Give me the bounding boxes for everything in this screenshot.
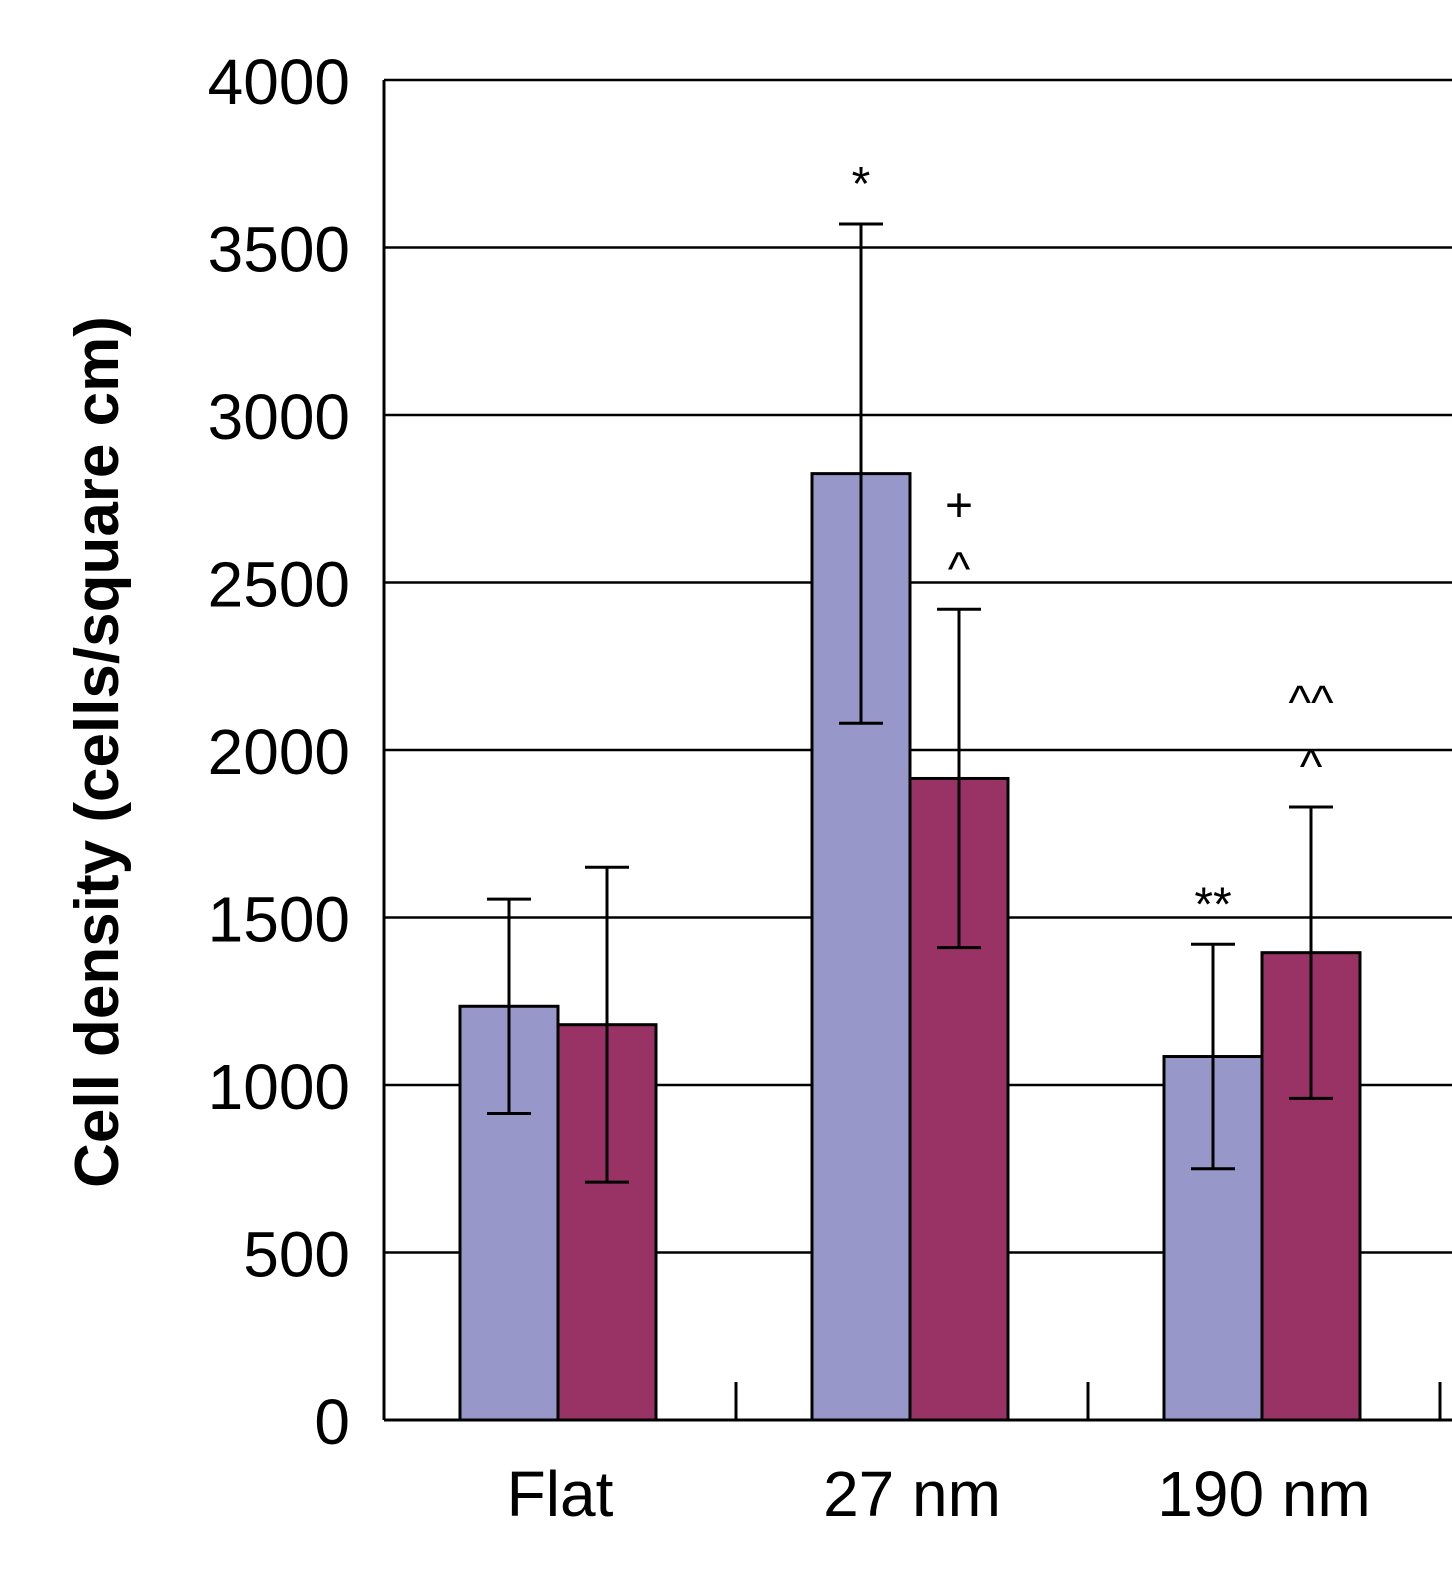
y-axis-label: Cell density (cells/square cm) [63,316,132,1188]
y-tick-label: 2000 [208,716,350,788]
significance-annotation: * [852,158,871,211]
y-tick-label: 0 [314,1386,350,1458]
error-bars [487,222,1333,1184]
y-tick-label: 4000 [208,46,350,118]
bar [908,776,1010,1422]
significance-annotation: ^^ [1288,677,1334,730]
axes [382,80,1452,1422]
x-tick-label: 190 nm [1157,1458,1370,1530]
y-tick-label: 2500 [208,549,350,621]
significance-annotation: ^ [948,543,971,596]
y-tick-label: 1000 [208,1051,350,1123]
significance-annotation: + [945,479,973,532]
x-tick-label: Flat [507,1458,614,1530]
significance-annotation: ** [1194,878,1231,931]
y-tick-label: 500 [243,1219,350,1291]
significance-annotation: ^ [1300,741,1323,794]
y-tick-label: 3500 [208,214,350,286]
y-tick-label: 1500 [208,884,350,956]
x-tick-label: 27 nm [823,1458,1001,1530]
bars [458,472,1362,1422]
y-tick-label: 3000 [208,381,350,453]
tick-labels: 0 500 1000 1500 2000 2500 3000 3500 4000 Flat 27 n… [208,46,1371,1530]
